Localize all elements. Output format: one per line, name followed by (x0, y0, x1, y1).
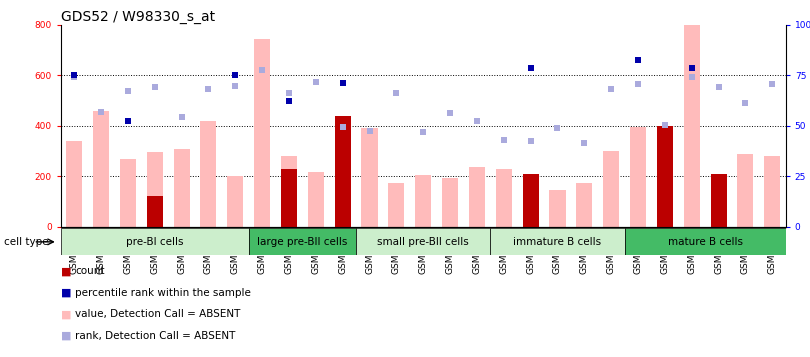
Bar (490, 228, 625, 255)
Bar (684, 25, 700, 227)
Bar (576, 182, 592, 227)
Bar (254, 39, 271, 227)
Text: small pre-BII cells: small pre-BII cells (377, 237, 469, 247)
Bar (147, 196, 163, 227)
Bar (764, 156, 780, 227)
Text: count: count (75, 266, 104, 276)
Bar (496, 169, 512, 227)
Text: ■: ■ (61, 309, 71, 319)
Bar (522, 188, 539, 227)
Bar (416, 175, 431, 227)
Text: value, Detection Call = ABSENT: value, Detection Call = ABSENT (75, 309, 241, 319)
Bar (657, 126, 673, 227)
Text: large pre-BII cells: large pre-BII cells (258, 237, 347, 247)
Bar (522, 174, 539, 227)
Bar (66, 141, 83, 227)
Bar (388, 182, 404, 227)
Bar (710, 174, 727, 227)
Text: GDS52 / W98330_s_at: GDS52 / W98330_s_at (61, 10, 215, 24)
Bar (120, 159, 136, 227)
Bar (657, 126, 673, 227)
Bar (710, 174, 727, 227)
Text: immature B cells: immature B cells (514, 237, 602, 247)
Text: rank, Detection Call = ABSENT: rank, Detection Call = ABSENT (75, 331, 236, 341)
Bar (281, 169, 297, 227)
Text: ■: ■ (61, 288, 71, 298)
Bar (173, 149, 190, 227)
Bar (737, 154, 753, 227)
Text: cell type: cell type (4, 237, 49, 247)
Text: pre-BI cells: pre-BI cells (126, 237, 184, 247)
Bar (200, 121, 216, 227)
Bar (603, 151, 619, 227)
Bar (308, 172, 324, 227)
Text: ■: ■ (61, 331, 71, 341)
Bar (61, 228, 249, 255)
Bar (630, 127, 646, 227)
Bar (281, 156, 297, 227)
Bar (625, 228, 786, 255)
Text: percentile rank within the sample: percentile rank within the sample (75, 288, 251, 298)
Bar (93, 111, 109, 227)
Bar (356, 228, 490, 255)
Bar (147, 152, 163, 227)
Bar (442, 177, 458, 227)
Bar (469, 167, 485, 227)
Bar (335, 116, 351, 227)
Bar (335, 176, 351, 227)
Bar (228, 176, 243, 227)
Bar (249, 228, 356, 255)
Bar (361, 129, 377, 227)
Bar (549, 190, 565, 227)
Text: mature B cells: mature B cells (667, 237, 743, 247)
Text: ■: ■ (61, 266, 71, 276)
